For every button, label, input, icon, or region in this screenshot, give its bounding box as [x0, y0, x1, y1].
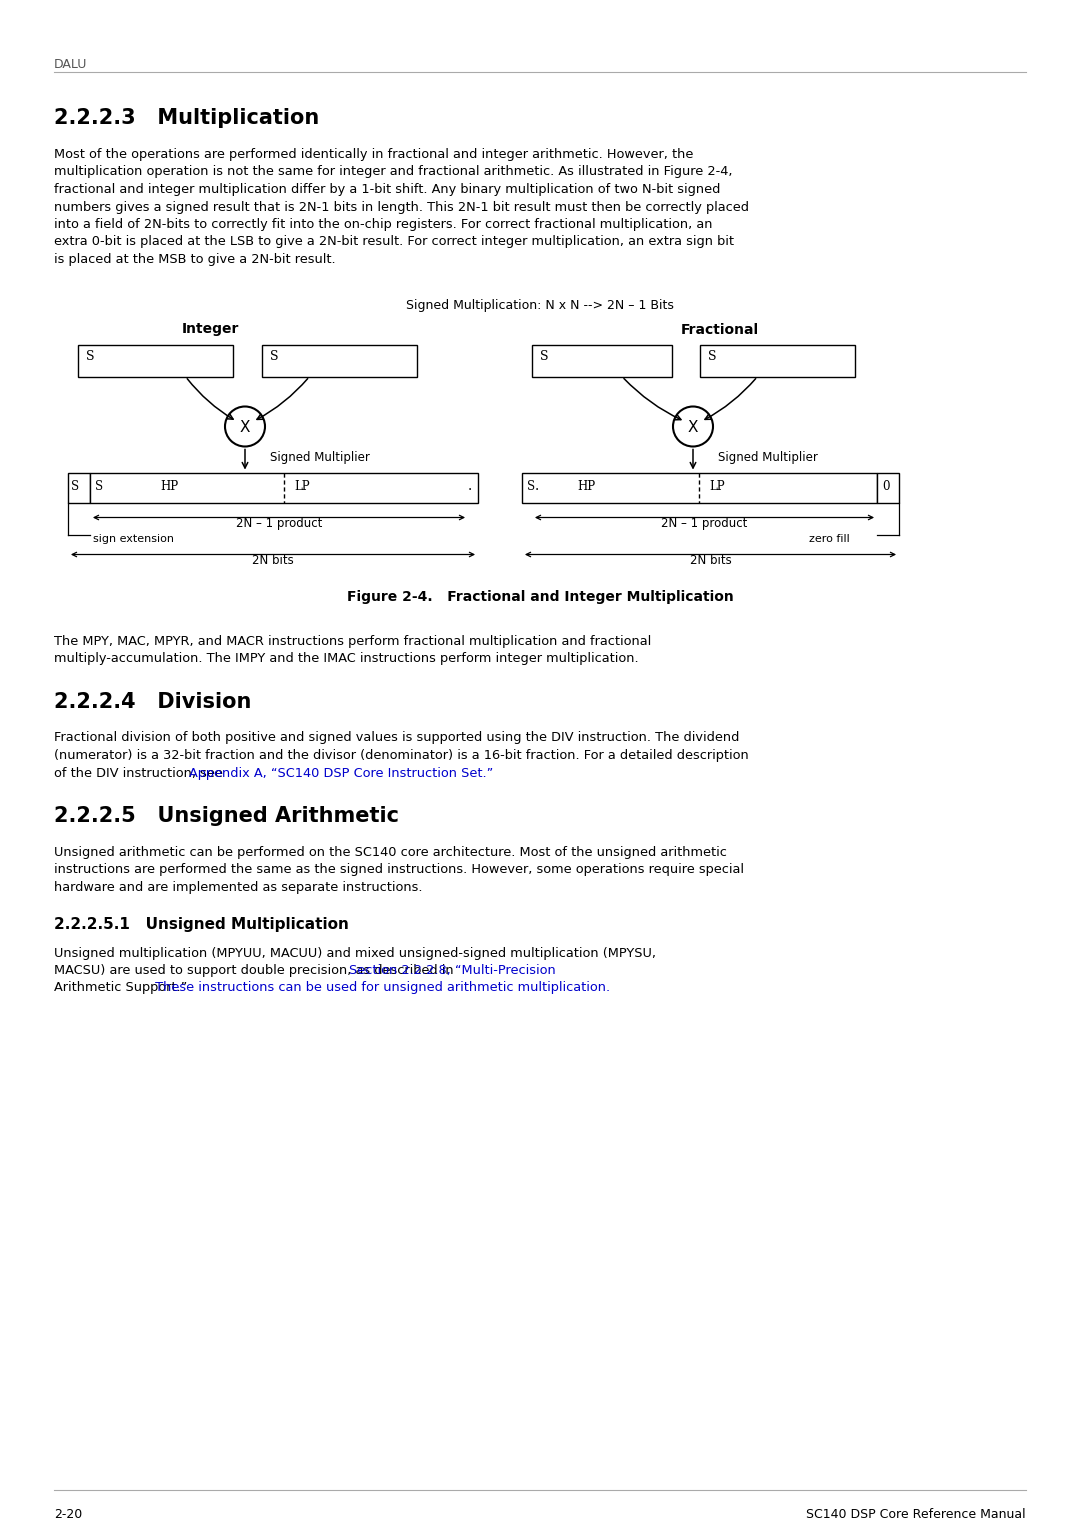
Bar	[522, 472, 877, 503]
Text: Appendix A, “SC140 DSP Core Instruction Set.”: Appendix A, “SC140 DSP Core Instruction …	[189, 767, 494, 779]
Text: Fractional division of both positive and signed values is supported using the DI: Fractional division of both positive and…	[54, 732, 740, 744]
Text: 2N – 1 product: 2N – 1 product	[661, 516, 747, 530]
Text: Section 2.2.2.8, “Multi-Precision: Section 2.2.2.8, “Multi-Precision	[349, 964, 556, 976]
Text: DALU: DALU	[54, 58, 87, 70]
Bar	[877, 472, 899, 503]
Text: 2N bits: 2N bits	[252, 553, 294, 567]
Text: instructions are performed the same as the signed instructions. However, some op: instructions are performed the same as t…	[54, 863, 744, 877]
Text: SC140 DSP Core Reference Manual: SC140 DSP Core Reference Manual	[807, 1508, 1026, 1520]
Text: Most of the operations are performed identically in fractional and integer arith: Most of the operations are performed ide…	[54, 148, 693, 160]
Bar	[700, 344, 855, 376]
Text: hardware and are implemented as separate instructions.: hardware and are implemented as separate…	[54, 882, 422, 894]
Text: Figure 2-4.   Fractional and Integer Multiplication: Figure 2-4. Fractional and Integer Multi…	[347, 590, 733, 604]
Text: S: S	[270, 350, 279, 362]
Text: S: S	[86, 350, 95, 362]
Text: Signed Multiplier: Signed Multiplier	[270, 451, 369, 463]
Bar	[90, 472, 478, 503]
Text: S: S	[527, 480, 535, 492]
Text: S: S	[95, 480, 103, 492]
Text: extra 0-bit is placed at the LSB to give a 2N-bit result. For correct integer mu: extra 0-bit is placed at the LSB to give…	[54, 235, 734, 249]
Text: Fractional: Fractional	[680, 322, 759, 336]
Text: 2.2.2.5   Unsigned Arithmetic: 2.2.2.5 Unsigned Arithmetic	[54, 805, 399, 827]
Text: of the DIV instruction, see: of the DIV instruction, see	[54, 767, 227, 779]
Text: .: .	[468, 480, 472, 494]
Text: HP: HP	[160, 480, 178, 492]
Text: LP: LP	[294, 480, 310, 492]
Text: Unsigned arithmetic can be performed on the SC140 core architecture. Most of the: Unsigned arithmetic can be performed on …	[54, 847, 727, 859]
Text: multiplication operation is not the same for integer and fractional arithmetic. : multiplication operation is not the same…	[54, 165, 732, 179]
Text: MACSU) are used to support double precision, as described in: MACSU) are used to support double precis…	[54, 964, 458, 976]
Text: Integer: Integer	[181, 322, 239, 336]
Text: 2.2.2.4   Division: 2.2.2.4 Division	[54, 692, 252, 712]
Text: S: S	[540, 350, 549, 362]
Text: Arithmetic Support.”: Arithmetic Support.”	[54, 981, 187, 995]
Text: Signed Multiplier: Signed Multiplier	[718, 451, 818, 463]
Text: 2N – 1 product: 2N – 1 product	[235, 516, 322, 530]
Text: zero fill: zero fill	[809, 533, 850, 544]
Text: Unsigned multiplication (MPYUU, MACUU) and mixed unsigned-signed multiplication : Unsigned multiplication (MPYUU, MACUU) a…	[54, 946, 656, 960]
Text: fractional and integer multiplication differ by a 1-bit shift. Any binary multip: fractional and integer multiplication di…	[54, 183, 720, 196]
Text: X: X	[688, 420, 699, 434]
Text: numbers gives a signed result that is 2N-1 bits in length. This 2N-1 bit result : numbers gives a signed result that is 2N…	[54, 200, 750, 214]
Text: S: S	[708, 350, 716, 362]
Text: HP: HP	[577, 480, 595, 492]
Text: multiply-accumulation. The IMPY and the IMAC instructions perform integer multip: multiply-accumulation. The IMPY and the …	[54, 652, 638, 665]
Text: These instructions can be used for unsigned arithmetic multiplication.: These instructions can be used for unsig…	[151, 981, 610, 995]
Text: S: S	[71, 480, 79, 492]
Text: 2-20: 2-20	[54, 1508, 82, 1520]
Text: Signed Multiplication: N x N --> 2N – 1 Bits: Signed Multiplication: N x N --> 2N – 1 …	[406, 298, 674, 312]
Text: .: .	[535, 480, 539, 494]
Text: LP: LP	[708, 480, 725, 492]
Text: is placed at the MSB to give a 2N-bit result.: is placed at the MSB to give a 2N-bit re…	[54, 254, 336, 266]
Text: into a field of 2N-bits to correctly fit into the on-chip registers. For correct: into a field of 2N-bits to correctly fit…	[54, 219, 713, 231]
Text: 2.2.2.3   Multiplication: 2.2.2.3 Multiplication	[54, 108, 320, 128]
Text: 2.2.2.5.1   Unsigned Multiplication: 2.2.2.5.1 Unsigned Multiplication	[54, 917, 349, 932]
Text: The MPY, MAC, MPYR, and MACR instructions perform fractional multiplication and : The MPY, MAC, MPYR, and MACR instruction…	[54, 634, 651, 648]
Text: (numerator) is a 32-bit fraction and the divisor (denominator) is a 16-bit fract: (numerator) is a 32-bit fraction and the…	[54, 749, 748, 762]
Bar	[78, 344, 233, 376]
Text: 2N bits: 2N bits	[690, 553, 731, 567]
Bar	[532, 344, 672, 376]
Text: sign extension: sign extension	[93, 533, 174, 544]
Text: 0: 0	[882, 480, 890, 492]
Bar	[262, 344, 417, 376]
Bar	[68, 472, 90, 503]
Text: X: X	[240, 420, 251, 434]
